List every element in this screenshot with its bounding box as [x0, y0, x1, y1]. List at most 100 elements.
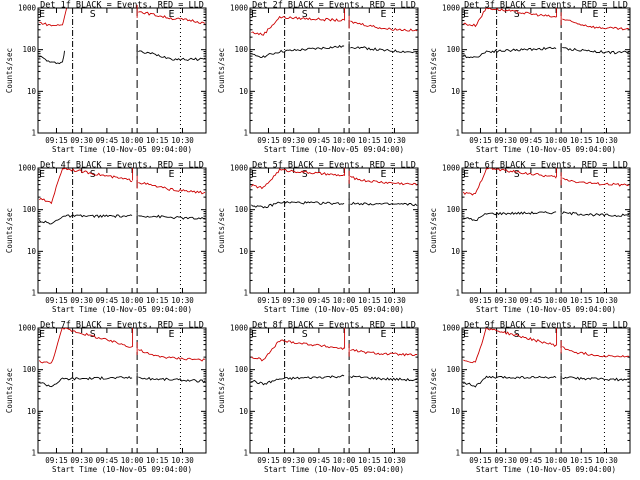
y-axis-label: Counts/sec — [217, 368, 226, 413]
event-marker-label: E — [251, 9, 257, 20]
data-series-line — [251, 44, 345, 58]
event-marker-label: S — [514, 169, 520, 180]
plot-frame — [249, 167, 419, 294]
y-tick-label: 100 — [22, 205, 36, 214]
x-tick-label: 10:00 — [121, 456, 144, 465]
chart-title: Det 5f BLACK = Events, RED = LLD — [252, 161, 416, 171]
y-tick-label: 1 — [243, 289, 248, 298]
data-series-line — [138, 214, 206, 220]
x-tick-label: 10:30 — [171, 296, 194, 305]
event-marker-label: E — [168, 169, 174, 180]
event-marker-label: E — [463, 9, 469, 20]
x-tick-label: 09:30 — [70, 136, 93, 145]
data-series-line — [39, 50, 65, 65]
chart-panel: Det 8f BLACK = Events, RED = LLD 1 10 100 10… — [217, 321, 419, 474]
x-tick-label: 10:00 — [121, 296, 144, 305]
data-series-line — [562, 346, 630, 358]
x-tick-label: 10:15 — [358, 136, 381, 145]
y-tick-label: 1000 — [18, 324, 37, 333]
data-series-line — [251, 339, 345, 362]
data-series-line — [138, 182, 206, 195]
y-tick-label: 10 — [451, 87, 461, 96]
y-tick-label: 10 — [451, 247, 461, 256]
x-tick-label: 09:45 — [96, 136, 119, 145]
x-axis-label: Start Time (10-Nov-05 09:04:00) — [52, 305, 192, 314]
data-series-line — [350, 46, 418, 54]
event-marker-label: E — [463, 169, 469, 180]
plot-frame — [461, 167, 631, 294]
y-axis-label: Counts/sec — [429, 368, 438, 413]
data-series-line — [138, 349, 206, 362]
plot-frame — [461, 7, 631, 134]
event-marker-label: E — [39, 9, 45, 20]
x-tick-label: 09:15 — [469, 456, 492, 465]
x-tick-label: 09:45 — [96, 296, 119, 305]
chart-title: Det 3f BLACK = Events, RED = LLD — [464, 1, 628, 11]
chart-panel: Det 5f BLACK = Events, RED = LLD 1 10 100 10… — [217, 161, 419, 314]
x-tick-label: 10:00 — [333, 136, 356, 145]
x-tick-label: 09:30 — [70, 456, 93, 465]
x-tick-label: 09:45 — [308, 136, 331, 145]
event-marker-label: S — [302, 169, 308, 180]
x-tick-label: 09:30 — [282, 296, 305, 305]
x-tick-label: 10:15 — [146, 456, 169, 465]
data-series-line — [138, 376, 206, 384]
y-tick-label: 1 — [243, 129, 248, 138]
y-tick-label: 10 — [451, 407, 461, 416]
chart-panel: Det 7f BLACK = Events, RED = LLD 1 10 100 10… — [5, 321, 207, 474]
y-tick-label: 100 — [446, 365, 460, 374]
x-tick-label: 10:30 — [595, 456, 618, 465]
y-axis-label: Counts/sec — [5, 368, 14, 413]
x-tick-label: 09:45 — [308, 296, 331, 305]
y-axis-label: Counts/sec — [5, 208, 14, 253]
x-tick-label: 10:30 — [171, 456, 194, 465]
data-series-line — [138, 50, 206, 62]
y-tick-label: 100 — [234, 205, 248, 214]
plot-frame — [249, 327, 419, 454]
data-series-line — [350, 175, 418, 186]
data-series-line — [562, 46, 630, 55]
data-series-line — [250, 168, 345, 190]
chart-panel: Det 4f BLACK = Events, RED = LLD 1 10 100 10… — [5, 161, 207, 314]
y-tick-label: 100 — [22, 365, 36, 374]
x-tick-label: 10:15 — [570, 136, 593, 145]
y-tick-label: 100 — [22, 45, 36, 54]
x-axis-label: Start Time (10-Nov-05 09:04:00) — [264, 465, 404, 474]
x-tick-label: 09:30 — [282, 136, 305, 145]
x-tick-label: 10:30 — [171, 136, 194, 145]
y-tick-label: 1000 — [18, 4, 37, 13]
y-tick-label: 1 — [455, 449, 460, 458]
data-series-line — [350, 20, 418, 32]
x-axis-label: Start Time (10-Nov-05 09:04:00) — [476, 145, 616, 154]
y-tick-label: 1 — [455, 129, 460, 138]
data-series-line — [251, 374, 345, 386]
plot-frame — [37, 7, 207, 134]
data-series-line — [562, 18, 630, 31]
data-series-line — [251, 15, 345, 36]
data-series-line — [562, 177, 630, 187]
y-tick-label: 10 — [239, 407, 249, 416]
event-marker-label: E — [592, 9, 598, 20]
y-tick-label: 1000 — [230, 324, 249, 333]
data-series-line — [251, 200, 345, 209]
y-tick-label: 100 — [234, 365, 248, 374]
chart-title: Det 1f BLACK = Events, RED = LLD — [40, 1, 204, 11]
x-tick-label: 09:30 — [282, 456, 305, 465]
x-tick-label: 10:00 — [333, 296, 356, 305]
event-marker-label: E — [168, 9, 174, 20]
x-tick-label: 10:30 — [595, 296, 618, 305]
x-tick-label: 10:00 — [545, 296, 568, 305]
data-series-line — [39, 8, 68, 27]
y-tick-label: 10 — [239, 87, 249, 96]
y-tick-label: 1 — [31, 449, 36, 458]
event-marker-label: E — [592, 329, 598, 340]
chart-panel: Det 9f BLACK = Events, RED = LLD 1 10 100 10… — [429, 321, 631, 474]
event-marker-label: E — [39, 329, 45, 340]
event-marker-label: E — [380, 169, 386, 180]
x-tick-label: 10:30 — [383, 136, 406, 145]
event-marker-label: S — [90, 329, 96, 340]
data-series-line — [463, 46, 557, 59]
event-marker-label: E — [463, 329, 469, 340]
event-marker-label: E — [251, 329, 257, 340]
